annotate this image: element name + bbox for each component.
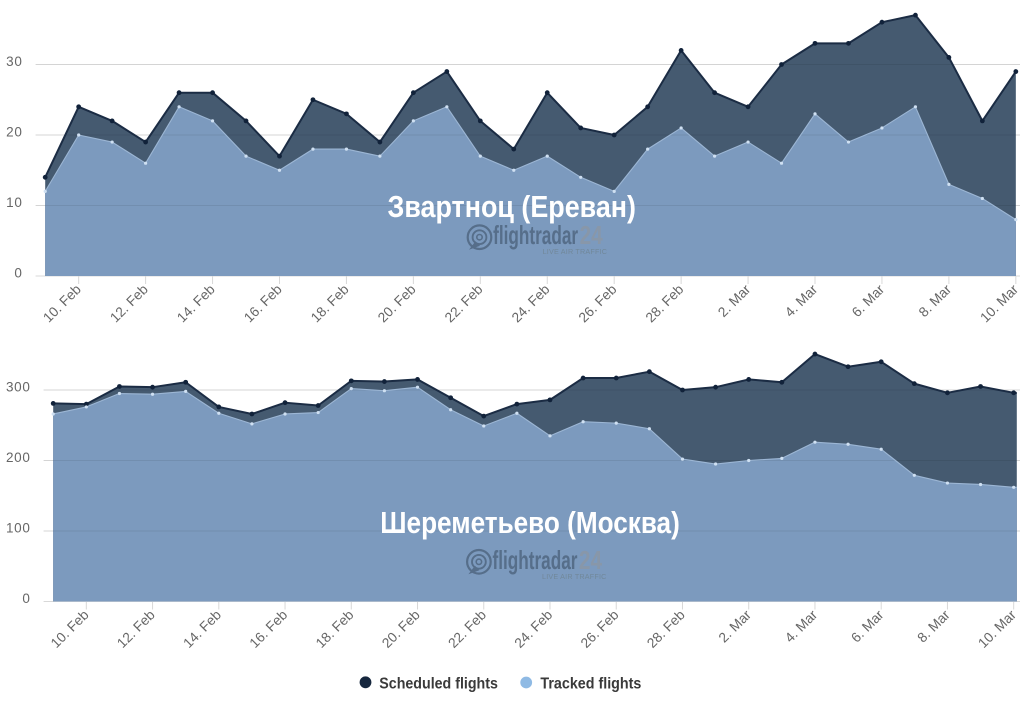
svg-text:300: 300 — [6, 380, 31, 395]
svg-text:Tracked flights: Tracked flights — [540, 676, 641, 693]
svg-text:flightradar: flightradar — [493, 220, 578, 250]
svg-text:0: 0 — [14, 266, 22, 281]
svg-text:Scheduled flights: Scheduled flights — [379, 676, 498, 693]
svg-text:10: 10 — [6, 195, 22, 210]
svg-text:24: 24 — [580, 220, 603, 250]
svg-text:20: 20 — [6, 125, 22, 140]
svg-text:30: 30 — [6, 54, 22, 69]
svg-text:Звартноц (Ереван): Звартноц (Ереван) — [388, 190, 637, 224]
svg-text:24: 24 — [579, 545, 602, 575]
svg-text:LIVE AIR TRAFFIC: LIVE AIR TRAFFIC — [542, 572, 607, 581]
svg-text:200: 200 — [6, 450, 31, 465]
svg-text:0: 0 — [22, 591, 30, 606]
svg-text:100: 100 — [6, 521, 31, 536]
svg-text:LIVE AIR TRAFFIC: LIVE AIR TRAFFIC — [543, 247, 608, 256]
svg-text:flightradar: flightradar — [493, 545, 578, 575]
svg-text:Шереметьево (Москва): Шереметьево (Москва) — [380, 506, 680, 540]
